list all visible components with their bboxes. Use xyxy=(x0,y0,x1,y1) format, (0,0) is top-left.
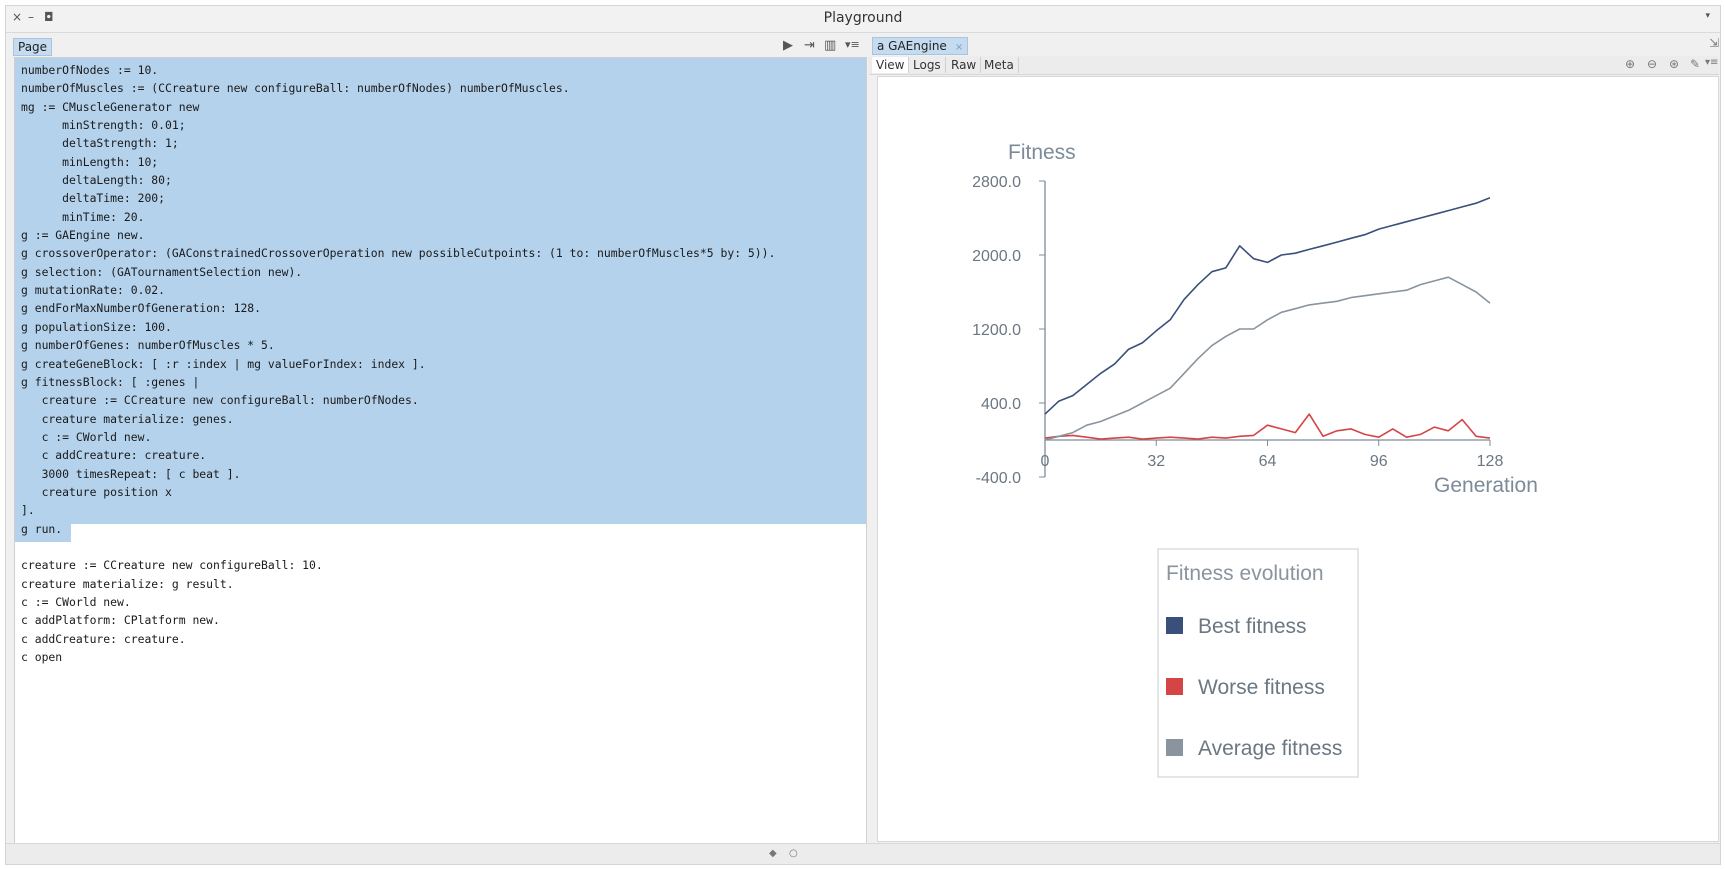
x-tick-label: 96 xyxy=(1370,453,1388,470)
code-line[interactable]: minLength: 10; xyxy=(21,154,159,169)
close-window-button[interactable]: × xyxy=(12,10,23,24)
code-line[interactable]: c addCreature: creature. xyxy=(21,448,207,463)
code-line[interactable]: c := CWorld new. xyxy=(21,429,152,444)
code-line[interactable]: minStrength: 0.01; xyxy=(21,118,186,133)
code-text[interactable]: numberOfNodes := 10. numberOfMuscles := (… xyxy=(15,58,781,669)
code-line[interactable]: ]. xyxy=(21,503,35,518)
fitness-chart: Fitness Generation 2800.0 2000.0 1200.0 400.0… xyxy=(972,141,1538,778)
status-indicator-icon: ◆ xyxy=(769,848,777,859)
y-tick-label: 2800.0 xyxy=(972,174,1021,191)
code-line[interactable]: g crossoverOperator: (GAConstrainedCross… xyxy=(21,246,776,261)
code-line[interactable]: deltaLength: 80; xyxy=(21,173,172,188)
y-tick-label: 400.0 xyxy=(981,396,1021,413)
chart-series xyxy=(1044,196,1491,441)
code-line[interactable]: creature materialize: genes. xyxy=(21,411,234,426)
code-line[interactable]: c := CWorld new. xyxy=(21,594,131,609)
code-line[interactable]: g := GAEngine new. xyxy=(21,228,145,243)
code-line[interactable]: minTime: 20. xyxy=(21,209,145,224)
code-line[interactable]: g populationSize: 100. xyxy=(21,319,172,334)
code-line[interactable]: creature position x xyxy=(21,484,172,499)
editor-tab-bar: Page ▶ ⇥ ▥ ▾≡ xyxy=(9,36,864,56)
toolbar-menu-icon[interactable]: ▾≡ xyxy=(845,38,860,51)
code-line[interactable]: numberOfMuscles := (CCreature new config… xyxy=(21,81,570,96)
view-menu-icon[interactable]: ▾≡ xyxy=(1705,57,1719,68)
legend-swatch xyxy=(1166,678,1183,695)
code-line[interactable]: g run. xyxy=(21,521,63,536)
code-line[interactable]: c addCreature: creature. xyxy=(21,631,186,646)
inspector-tab[interactable]: a GAEngine × xyxy=(872,37,969,55)
tab-page[interactable]: Page xyxy=(13,38,53,56)
zoom-out-icon[interactable]: ⊖ xyxy=(1647,57,1658,71)
legend-swatch xyxy=(1166,739,1183,756)
chart-view: Fitness Generation 2800.0 2000.0 1200.0 400.0… xyxy=(877,76,1719,842)
y-tick-label: 1200.0 xyxy=(972,322,1021,339)
x-tick-label: 128 xyxy=(1477,453,1504,470)
series-line-best-fitness xyxy=(1044,196,1491,415)
zoom-in-icon[interactable]: ⊕ xyxy=(1625,57,1636,71)
series-line-average-fitness xyxy=(1044,276,1491,441)
code-line[interactable]: g fitnessBlock: [ :genes | xyxy=(21,374,200,389)
tab-view[interactable]: View xyxy=(872,57,910,73)
zoom-fit-icon[interactable]: ⊛ xyxy=(1669,57,1680,71)
code-line[interactable]: creature := CCreature new configureBall:… xyxy=(21,393,419,408)
code-line[interactable]: deltaTime: 200; xyxy=(21,191,166,206)
do-it-icon[interactable]: ⇥ xyxy=(804,38,815,53)
inspector-corner-icon[interactable]: ⇲ xyxy=(1708,36,1719,50)
code-line[interactable]: g selection: (GATournamentSelection new)… xyxy=(21,264,303,279)
code-line[interactable]: deltaStrength: 1; xyxy=(21,136,179,151)
legend-entry: Worse fitness xyxy=(1198,676,1325,699)
status-toggle-icon[interactable]: ○ xyxy=(789,848,798,859)
inspector-tab-label: a GAEngine xyxy=(877,39,947,53)
edit-icon[interactable]: ✎ xyxy=(1690,57,1701,71)
y-tick-label: 2000.0 xyxy=(972,248,1021,265)
x-tick-label: 64 xyxy=(1259,453,1277,470)
close-icon[interactable]: × xyxy=(954,42,964,53)
maximize-window-button[interactable]: ◘ xyxy=(44,10,54,24)
legend-entry: Best fitness xyxy=(1198,615,1307,638)
chart-legend: Fitness evolution Best fitness Worse fitn… xyxy=(1157,548,1359,778)
code-line[interactable]: g createGeneBlock: [ :r :index | mg valu… xyxy=(21,356,426,371)
code-line[interactable]: creature materialize: g result. xyxy=(21,576,234,591)
code-line[interactable]: creature := CCreature new configureBall:… xyxy=(21,558,323,573)
y-axis-label: Fitness xyxy=(1008,141,1076,164)
tab-meta[interactable]: Meta xyxy=(980,57,1019,73)
x-axis-label: Generation xyxy=(1434,474,1538,497)
inspector-panel: a GAEngine × ⇲ View Logs Raw Meta ⊕ ⊖ ⊛ ✎… xyxy=(869,36,1719,844)
tab-raw[interactable]: Raw xyxy=(947,57,982,73)
run-icon[interactable]: ▶ xyxy=(783,38,793,53)
split-view-icon[interactable]: ▥ xyxy=(824,38,837,53)
code-line[interactable]: g numberOfGenes: numberOfMuscles * 5. xyxy=(21,338,275,353)
code-line[interactable]: g endForMaxNumberOfGeneration: 128. xyxy=(21,301,262,316)
window-title: Playground xyxy=(823,10,903,26)
x-tick-label: 0 xyxy=(1041,453,1050,470)
code-line[interactable]: mg := CMuscleGenerator new xyxy=(21,99,200,114)
x-tick-label: 32 xyxy=(1147,453,1165,470)
selection-highlight xyxy=(15,58,866,524)
status-bar: ◆ ○ xyxy=(6,843,1720,864)
code-line[interactable]: 3000 timesRepeat: [ c beat ]. xyxy=(21,466,241,481)
tab-logs[interactable]: Logs xyxy=(909,57,946,73)
code-line[interactable]: c open xyxy=(21,650,63,664)
inspector-subtabs: View Logs Raw Meta ⊕ ⊖ ⊛ ✎ ▾≡ xyxy=(869,56,1719,75)
legend-title: Fitness evolution xyxy=(1166,562,1324,585)
legend-entry: Average fitness xyxy=(1198,737,1342,760)
code-line[interactable]: numberOfNodes := 10. xyxy=(21,63,159,77)
code-line[interactable] xyxy=(21,538,775,556)
selection-highlight-tail xyxy=(15,524,71,542)
code-line[interactable]: c addPlatform: CPlatform new. xyxy=(21,613,220,628)
code-line[interactable]: g mutationRate: 0.02. xyxy=(21,283,166,298)
legend-box xyxy=(1157,548,1359,778)
code-editor[interactable]: numberOfNodes := 10. numberOfMuscles := (… xyxy=(14,57,867,847)
minimize-window-button[interactable]: – xyxy=(28,10,34,24)
title-bar: × – ◘ Playground ▾ xyxy=(6,6,1720,33)
window-menu-button[interactable]: ▾ xyxy=(1705,11,1710,21)
y-tick-label: -400.0 xyxy=(976,470,1021,487)
series-line-worse-fitness xyxy=(1044,413,1491,440)
legend-swatch xyxy=(1166,617,1183,634)
playground-window: × – ◘ Playground ▾ Page ▶ ⇥ ▥ ▾≡ numberO… xyxy=(5,5,1721,865)
chart-axes: Fitness Generation 2800.0 2000.0 1200.0 400.0… xyxy=(972,141,1538,497)
